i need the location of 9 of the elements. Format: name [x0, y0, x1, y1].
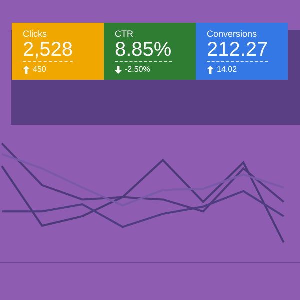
- text: Conversions: [207, 29, 258, 39]
- text: 8.85%: [115, 39, 172, 62]
- text: -2.50%: [125, 65, 150, 74]
- text: 212.27: [207, 39, 268, 62]
- text: 14.02: [217, 65, 238, 74]
- text: Clicks: [23, 29, 48, 39]
- text: 450: [33, 65, 46, 74]
- text: 2,528: [23, 39, 74, 62]
- text: CTR: [115, 29, 134, 39]
